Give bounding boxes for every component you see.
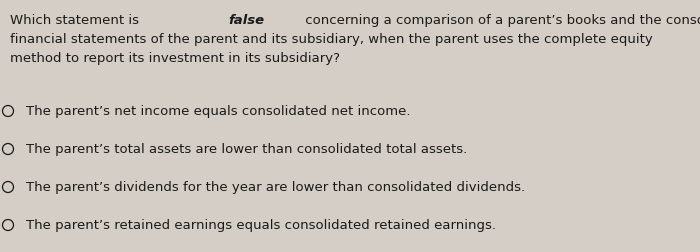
Text: The parent’s net income equals consolidated net income.: The parent’s net income equals consolida… [26, 105, 410, 118]
Text: financial statements of the parent and its subsidiary, when the parent uses the : financial statements of the parent and i… [10, 33, 652, 46]
Text: method to report its investment in its subsidiary?: method to report its investment in its s… [10, 52, 340, 65]
Text: The parent’s dividends for the year are lower than consolidated dividends.: The parent’s dividends for the year are … [26, 181, 525, 194]
Text: The parent’s total assets are lower than consolidated total assets.: The parent’s total assets are lower than… [26, 143, 468, 156]
Text: Which statement is: Which statement is [10, 14, 144, 27]
Text: false: false [228, 14, 265, 27]
Text: The parent’s retained earnings equals consolidated retained earnings.: The parent’s retained earnings equals co… [26, 219, 496, 232]
Text: concerning a comparison of a parent’s books and the consolidated: concerning a comparison of a parent’s bo… [301, 14, 700, 27]
